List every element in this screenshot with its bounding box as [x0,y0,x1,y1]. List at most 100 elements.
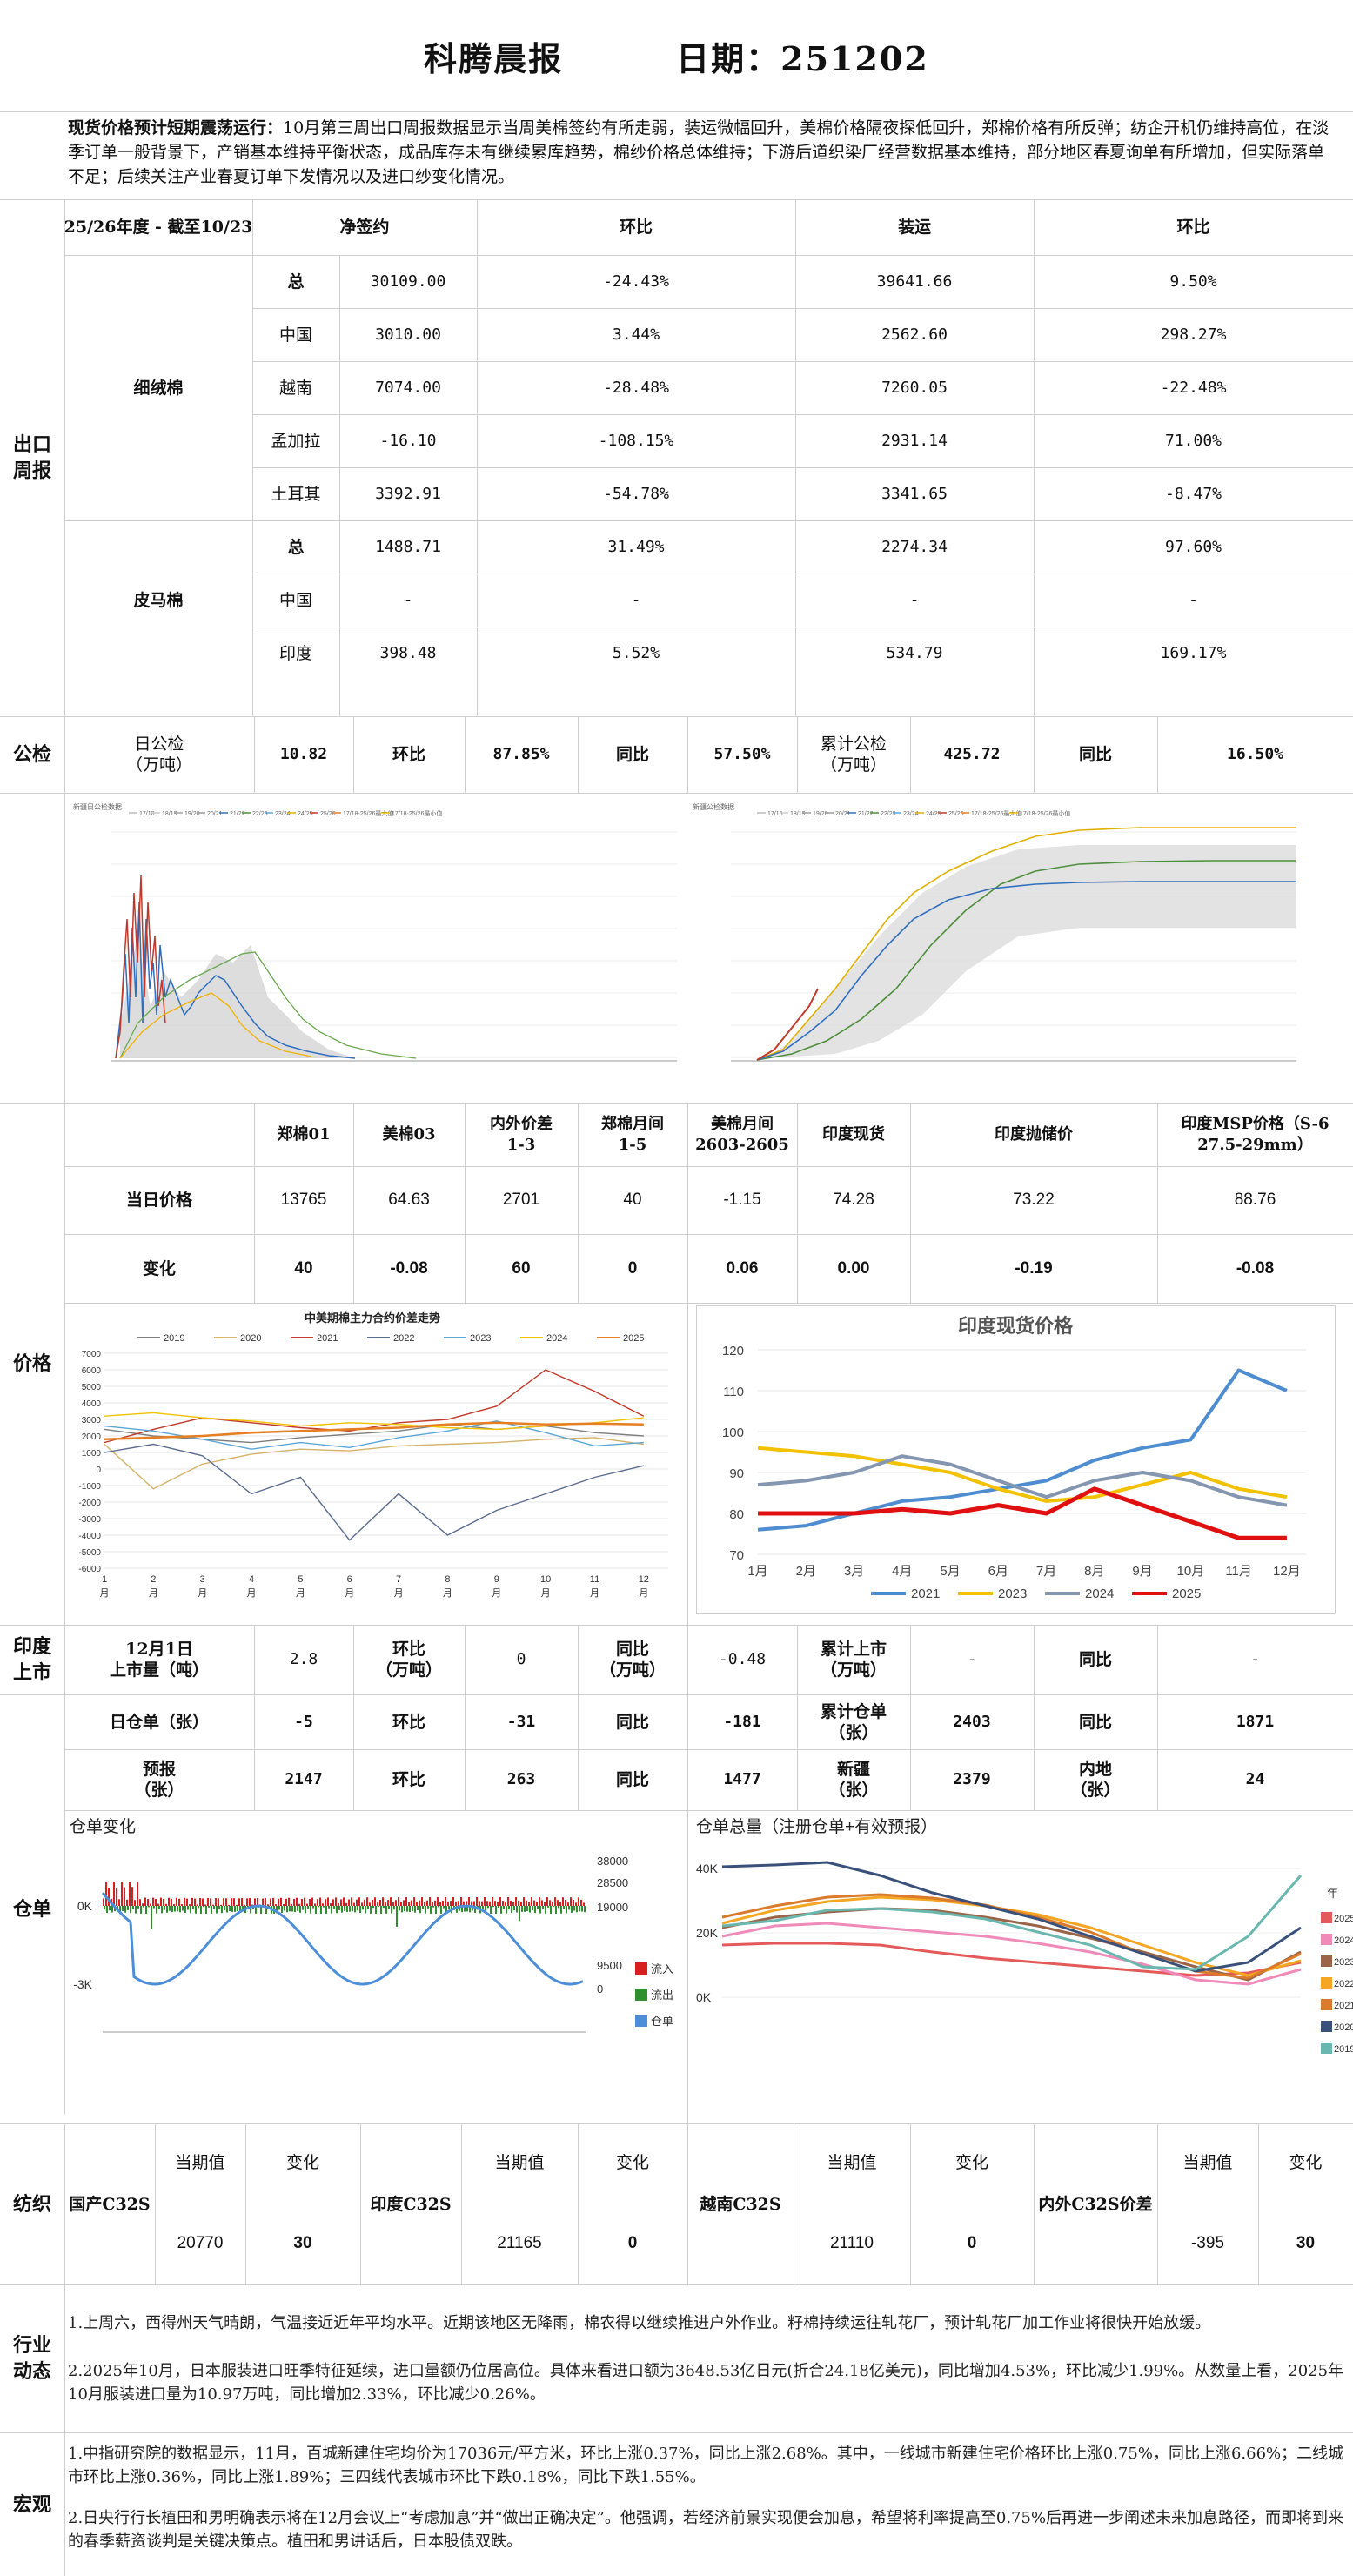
export-ship: 2562.60 [881,325,948,344]
spread-xtick: 8 [445,1574,450,1585]
summary-headline: 现货价格预计短期震荡运行： [68,118,284,138]
warehouse-value: -31 [506,1712,536,1731]
yarn-cur-value-1: 21165 [497,2233,542,2252]
wh-inflow-bar [476,1897,478,1906]
wh-inflow-bar [366,1897,368,1906]
warehouse-change-chart: 仓单变化 0K -3K 38000 28500 19000 9500 0 流入 流出 仓单 [68,1815,687,2119]
wh-inflow-bar [272,1897,274,1906]
legend-label: 21/22 [230,811,245,817]
report-header: 科腾晨报 日期：251202 [0,0,1353,111]
india-xtick: 7月 [1036,1564,1056,1579]
spread-xtick: 6 [347,1574,352,1585]
wh-inflow-bar [314,1903,316,1906]
wh-inflow-bar [531,1897,532,1906]
wh-inflow-bar [212,1904,214,1906]
spread-xtick-unit: 月 [296,1588,305,1599]
wh-inflow-bar [385,1902,386,1906]
wh-outflow-bar [466,1906,468,1912]
wh-inflow-bar [207,1897,209,1906]
wh-outflow-bar [558,1906,559,1909]
wh-outflow-bar [124,1906,126,1913]
wh-inflow-bar [434,1900,436,1906]
wh-inflow-bar [108,1888,110,1906]
spread-series-2023 [104,1420,644,1450]
wh-left-legend-label: 流出 [651,1989,673,2002]
spread-ytick: 3000 [82,1416,102,1426]
export-net-chg: -24.43% [603,272,669,291]
spread-xtick-unit: 月 [541,1588,551,1599]
wh-outflow-bar [284,1906,285,1911]
legend-label: 22/23 [881,811,896,817]
right-range-band [766,845,1296,1058]
wh-inflow-bar [319,1897,321,1906]
export-ship-chg: -22.48% [1160,378,1227,397]
wh-outflow-bar [286,1906,288,1913]
india-market-tb-value: -0.48 [718,1650,767,1668]
wh-outflow-bar [435,1906,437,1914]
spread-xtick: 10 [540,1574,551,1585]
section-inspection: 公检 [12,743,51,766]
wh-left-legend-swatch [635,1962,647,1975]
wh-inflow-bar [189,1904,191,1906]
wh-left-ytick: -3K [73,1977,92,1991]
wh-inflow-bar [450,1901,452,1906]
wh-outflow-bar [375,1906,377,1914]
wh-outflow-bar [320,1906,322,1914]
export-ship-chg: 298.27% [1160,325,1227,344]
wh-left-ytick: 0K [77,1899,93,1913]
wh-inflow-bar [173,1903,175,1906]
price-today-value: 40 [623,1191,642,1209]
wh-inflow-bar [298,1903,300,1906]
india-series-2025 [758,1486,1287,1540]
wh-inflow-bar [403,1900,405,1906]
wh-outflow-bar [385,1906,387,1914]
wh-inflow-bar [437,1897,439,1906]
wh-inflow-bar [157,1903,159,1906]
export-country: 印度 [278,643,312,663]
warehouse-value: 263 [506,1770,536,1788]
spread-series-2020 [104,1437,644,1490]
yarn-name-0: 国产C32S [69,2194,151,2214]
wh-outflow-bar [469,1906,471,1913]
wh-outflow-bar [213,1906,215,1909]
wh-inflow-bar [241,1898,243,1906]
legend-label: 17/18-25/26最小值 [392,809,442,817]
india-spot-chart: 印度现货价格 120 110 100 90 80 70 1月 2月 3月 4月 5月 6月 7月 8月 9月 1… [696,1305,1336,1614]
wh-outflow-bar [130,1906,131,1914]
wh-outflow-bar [137,1906,139,1909]
wh-outflow-bar [459,1906,460,1911]
wh-inflow-bar [236,1904,238,1906]
india-ytick: 80 [729,1507,744,1522]
export-net-chg: 31.49% [607,537,665,556]
export-net: 3392.91 [375,484,441,503]
wh-outflow-bar [122,1906,124,1911]
spread-xtick: 4 [249,1574,254,1585]
wh-inflow-bar [223,1898,224,1906]
wh-outflow-bar [409,1906,411,1913]
wh-left-legend-label: 流入 [651,1962,673,1976]
wh-inflow-bar [165,1903,167,1906]
wh-outflow-bar [524,1906,526,1912]
wh-inflow-bar [160,1897,162,1906]
export-ship: 2274.34 [881,537,948,556]
wh-outflow-bar [555,1906,557,1914]
price-header-5: 印度现货 [822,1124,885,1144]
wh-total-series [721,1875,1303,1971]
wh-inflow-bar [338,1902,339,1906]
india-market-cum-value: - [967,1650,977,1668]
wh-inflow-bar [528,1902,530,1906]
wh-left-ytick-right: 38000 [597,1855,628,1868]
wh-right-ytick: 0K [696,1990,712,2004]
wh-inflow-bar [392,1902,394,1906]
wh-inflow-bar [429,1897,431,1906]
wh-inflow-bar [432,1902,433,1906]
wh-right-legend-label: 2019 [1334,2044,1353,2055]
wh-inflow-bar [244,1904,245,1906]
india-xtick: 2月 [796,1564,816,1579]
wh-inflow-bar [267,1904,269,1906]
wh-inflow-bar [322,1903,324,1906]
wh-inflow-bar [254,1898,256,1906]
wh-outflow-bar [218,1906,220,1910]
wh-inflow-bar [134,1900,136,1906]
wh-outflow-bar [573,1906,575,1911]
